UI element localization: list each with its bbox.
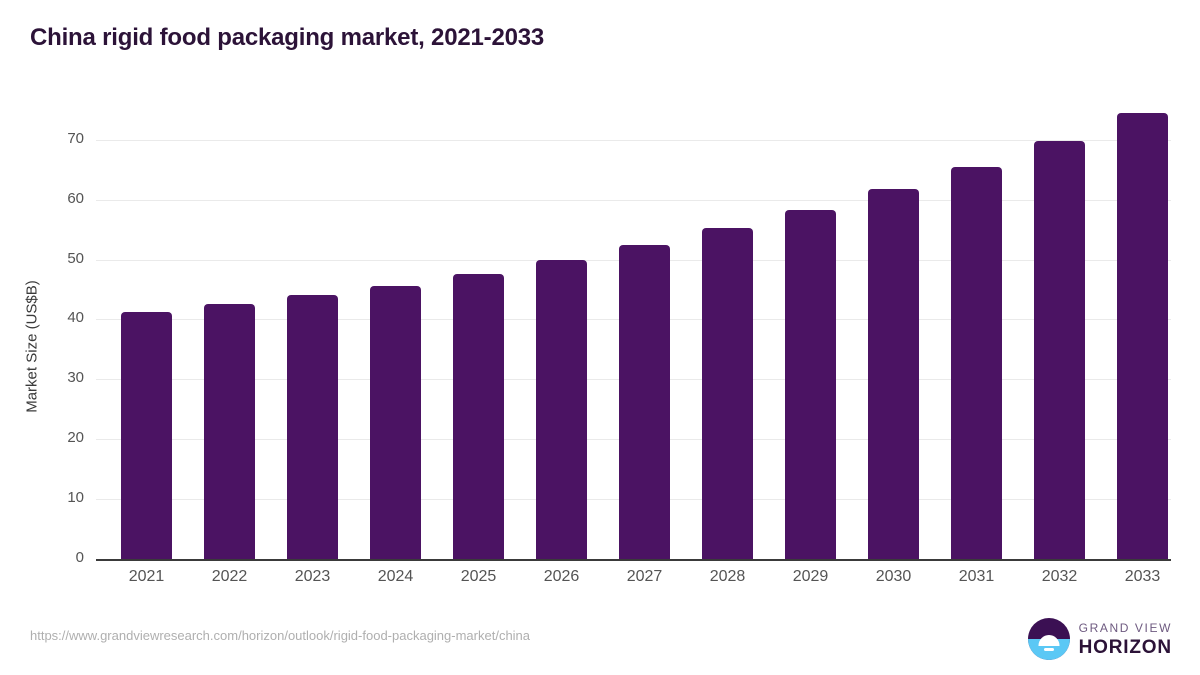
bar[interactable] (619, 244, 670, 559)
page-title: China rigid food packaging market, 2021-… (30, 24, 545, 51)
x-tick-label: 2032 (1041, 568, 1078, 585)
x-tick-label: 2022 (211, 568, 248, 585)
bar[interactable] (1117, 112, 1168, 559)
bar[interactable] (204, 303, 255, 559)
bar[interactable] (121, 311, 172, 559)
y-tick-label: 10 (67, 489, 84, 507)
bar[interactable] (785, 209, 836, 559)
y-tick-label: 50 (67, 249, 84, 267)
x-tick-label: 2030 (875, 568, 912, 585)
x-tick-label: 2021 (128, 568, 165, 585)
x-tick-label: 2029 (792, 568, 829, 585)
x-tick-label: 2031 (958, 568, 995, 585)
x-tick-label: 2023 (294, 568, 331, 585)
y-tick-label: 30 (67, 369, 84, 387)
y-tick-label: 20 (67, 429, 84, 447)
x-tick-label: 2026 (543, 568, 580, 585)
horizon-sun-icon (1027, 618, 1070, 660)
y-tick-label: 60 (67, 189, 84, 207)
source-url[interactable]: https://www.grandviewresearch.com/horizo… (30, 628, 531, 643)
x-tick-label: 2027 (626, 568, 663, 585)
y-tick-label: 40 (67, 309, 84, 327)
x-tick-label: 2025 (460, 568, 497, 585)
bar[interactable] (370, 285, 421, 559)
x-tick-label: 2033 (1124, 568, 1161, 585)
bar[interactable] (868, 189, 919, 559)
bar[interactable] (1034, 140, 1085, 559)
gridline (96, 139, 1171, 141)
logo-ray-upper (1040, 643, 1057, 646)
logo-ray-lower (1043, 648, 1054, 651)
bar[interactable] (951, 166, 1002, 559)
logo-top-text: GRAND VIEW (1078, 620, 1172, 635)
logo-bottom-text: HORIZON (1078, 636, 1172, 658)
gridline (96, 199, 1171, 201)
y-tick-label: 0 (75, 549, 84, 566)
y-tick-label: 70 (67, 129, 84, 147)
brand-logo: GRAND VIEW HORIZON (1027, 618, 1172, 660)
logo-wordmark: GRAND VIEW HORIZON (1079, 622, 1172, 657)
x-tick-label: 2028 (709, 568, 746, 585)
x-axis-line (96, 559, 1171, 561)
bar[interactable] (536, 259, 587, 559)
logo-sun-dome (1038, 634, 1060, 646)
bar[interactable] (702, 228, 753, 559)
x-tick-label: 2024 (377, 568, 414, 585)
bar[interactable] (453, 273, 504, 559)
bar[interactable] (287, 294, 338, 559)
